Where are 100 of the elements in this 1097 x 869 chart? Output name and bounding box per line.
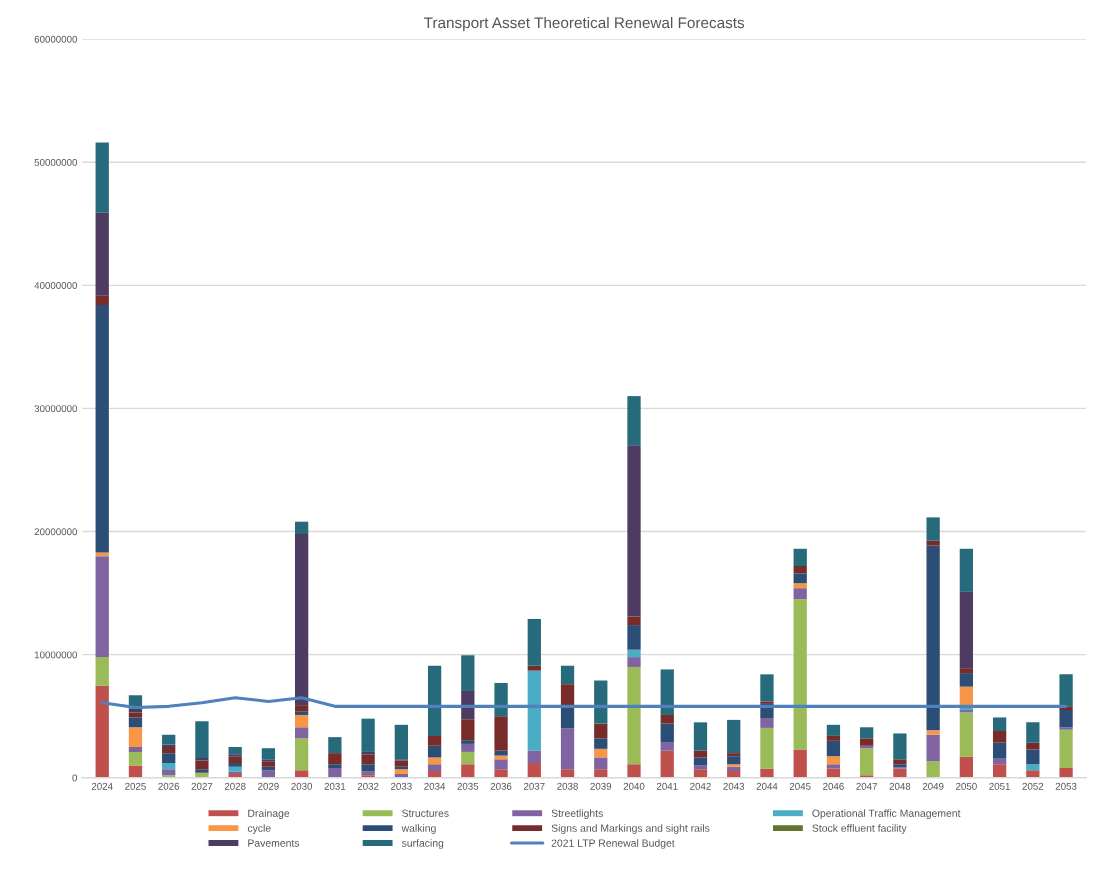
bar: [228, 766, 242, 772]
bar: [261, 770, 276, 778]
bar: [693, 722, 708, 751]
bar: [727, 719, 741, 754]
bar: [427, 757, 442, 765]
bar: [95, 212, 109, 296]
bar: [926, 540, 940, 546]
bar: [427, 745, 442, 758]
bar: [826, 764, 841, 769]
bar: [959, 710, 974, 713]
bar: [760, 727, 774, 769]
bar: [992, 730, 1007, 743]
bar: [560, 684, 575, 706]
bar: [95, 685, 109, 778]
chart-title: Transport Asset Theoretical Renewal Forecasts: [424, 16, 745, 32]
bar: [660, 669, 674, 715]
bar: [494, 769, 508, 778]
bar: [926, 734, 940, 762]
bar: [1059, 727, 1073, 730]
x-tick-label: 2037: [523, 782, 545, 790]
bar: [992, 742, 1007, 759]
bar: [793, 599, 807, 750]
bar: [826, 740, 841, 757]
bar: [560, 728, 575, 770]
bar: [195, 721, 209, 759]
legend-label: Operational Traffic Management: [812, 809, 961, 819]
bar: [494, 682, 508, 717]
bar: [162, 762, 176, 770]
bar: [361, 718, 375, 752]
bar: [926, 761, 940, 778]
bar: [128, 751, 143, 766]
bar: [95, 657, 109, 686]
x-tick-label: 2045: [789, 782, 811, 790]
bar: [461, 751, 475, 765]
bar: [427, 764, 442, 771]
bar: [727, 766, 741, 771]
bar: [1026, 722, 1040, 743]
bar: [760, 701, 774, 704]
bar: [826, 756, 841, 765]
bar: [760, 718, 774, 728]
y-tick-label: 20000000: [34, 528, 78, 536]
legend-label: Streetlights: [551, 809, 603, 819]
bar: [228, 762, 242, 767]
x-tick-label: 2053: [1055, 782, 1077, 790]
x-tick-label: 2035: [457, 782, 479, 790]
bar: [394, 724, 408, 760]
legend-label: surfacing: [401, 839, 444, 849]
bar: [195, 760, 209, 770]
bar: [760, 768, 774, 778]
bar: [793, 749, 807, 778]
bar: [826, 735, 841, 741]
bar: [1059, 710, 1073, 728]
bar: [893, 768, 907, 778]
x-tick-label: 2032: [357, 782, 379, 790]
bar: [826, 724, 841, 736]
x-tick-label: 2029: [258, 782, 279, 790]
bar: [361, 764, 375, 772]
bar: [660, 714, 674, 724]
bar: [1059, 767, 1073, 778]
bar: [195, 769, 209, 773]
bar: [793, 548, 807, 567]
bar: [162, 746, 176, 754]
x-tick-label: 2025: [125, 782, 146, 790]
bar: [793, 583, 807, 589]
bar: [261, 748, 276, 760]
bar: [95, 305, 109, 553]
bar: [627, 764, 641, 778]
bar: [959, 673, 974, 687]
y-tick-label: 0: [72, 774, 78, 782]
x-tick-label: 2043: [723, 782, 745, 790]
bar: [1059, 729, 1073, 768]
x-tick-label: 2036: [490, 782, 512, 790]
bar: [128, 717, 143, 728]
bar: [1026, 749, 1040, 765]
bar: [1059, 674, 1073, 707]
bar: [959, 548, 974, 592]
y-tick-label: 60000000: [34, 35, 78, 43]
x-tick-label: 2030: [291, 782, 313, 790]
bar: [461, 719, 475, 741]
bar: [594, 757, 608, 770]
bar: [959, 712, 974, 757]
bar: [1026, 764, 1040, 771]
bar: [228, 754, 242, 757]
bar: [461, 764, 475, 778]
bar: [128, 708, 143, 713]
bar: [162, 769, 176, 776]
x-tick-label: 2042: [690, 782, 711, 790]
x-tick-label: 2027: [191, 782, 213, 790]
bar: [294, 534, 309, 706]
bar: [926, 517, 940, 541]
bar: [793, 588, 807, 600]
bar: [727, 756, 741, 765]
x-tick-label: 2034: [424, 782, 446, 790]
bar: [693, 769, 708, 778]
bar: [494, 750, 508, 756]
bar: [361, 754, 375, 765]
x-tick-label: 2028: [224, 782, 246, 790]
bar: [594, 723, 608, 739]
x-tick-label: 2049: [922, 782, 944, 790]
x-tick-label: 2024: [91, 782, 113, 790]
